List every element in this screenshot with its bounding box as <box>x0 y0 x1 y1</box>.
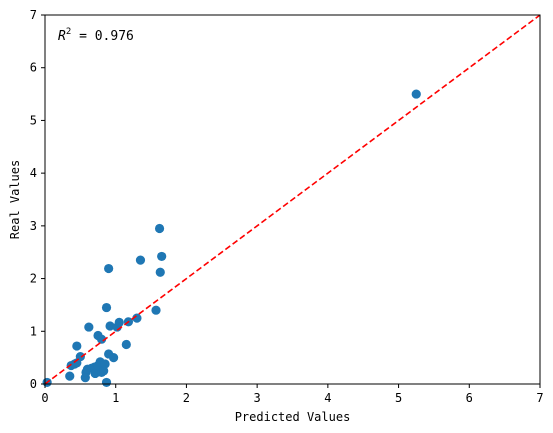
data-point <box>101 377 112 388</box>
x-tick-label: 3 <box>254 391 261 405</box>
data-point <box>132 313 142 323</box>
y-tick-label: 0 <box>30 377 37 391</box>
x-tick-label: 4 <box>324 391 331 405</box>
data-point <box>114 317 124 327</box>
x-tick-label: 1 <box>112 391 119 405</box>
y-tick-label: 6 <box>30 61 37 75</box>
x-tick-label: 5 <box>395 391 402 405</box>
data-point <box>96 334 107 344</box>
y-tick-label: 5 <box>30 113 37 127</box>
y-tick-label: 2 <box>30 272 37 286</box>
plot-frame <box>44 14 541 385</box>
data-point <box>157 251 167 262</box>
r-squared-value: = 0.976 <box>71 29 134 44</box>
y-axis-label: Real Values <box>8 160 22 239</box>
data-point <box>105 321 115 331</box>
y-tick-label: 4 <box>30 166 37 180</box>
x-axis-label: Predicted Values <box>235 410 351 424</box>
data-point <box>101 302 112 313</box>
reference-line <box>44 14 541 385</box>
x-tick-label: 7 <box>536 391 543 405</box>
y-tick-label: 7 <box>30 8 37 22</box>
y-tick-label: 3 <box>30 219 37 233</box>
data-point <box>108 353 119 363</box>
y-tick-label: 1 <box>30 324 37 338</box>
data-point <box>135 255 146 265</box>
data-point <box>121 339 131 350</box>
data-point <box>72 341 82 351</box>
data-point <box>100 359 110 369</box>
y-axis-ticks: 0 1 2 3 4 5 6 7 <box>30 8 45 391</box>
data-point <box>154 223 165 234</box>
data-point <box>65 371 75 381</box>
points-layer <box>42 89 421 388</box>
r-squared-base: R <box>58 29 66 44</box>
r-squared-exponent: 2 <box>66 27 71 37</box>
x-tick-label: 0 <box>41 391 48 405</box>
data-point <box>104 263 114 274</box>
x-axis-ticks: 0 1 2 3 4 5 6 7 <box>41 384 544 405</box>
data-point <box>155 267 165 277</box>
data-point <box>84 322 94 332</box>
r-squared-annotation: R2 = 0.976 <box>58 27 134 44</box>
x-tick-label: 2 <box>183 391 190 405</box>
data-point <box>151 305 161 315</box>
x-tick-label: 6 <box>466 391 473 405</box>
data-point <box>411 89 421 99</box>
data-point <box>99 366 109 376</box>
